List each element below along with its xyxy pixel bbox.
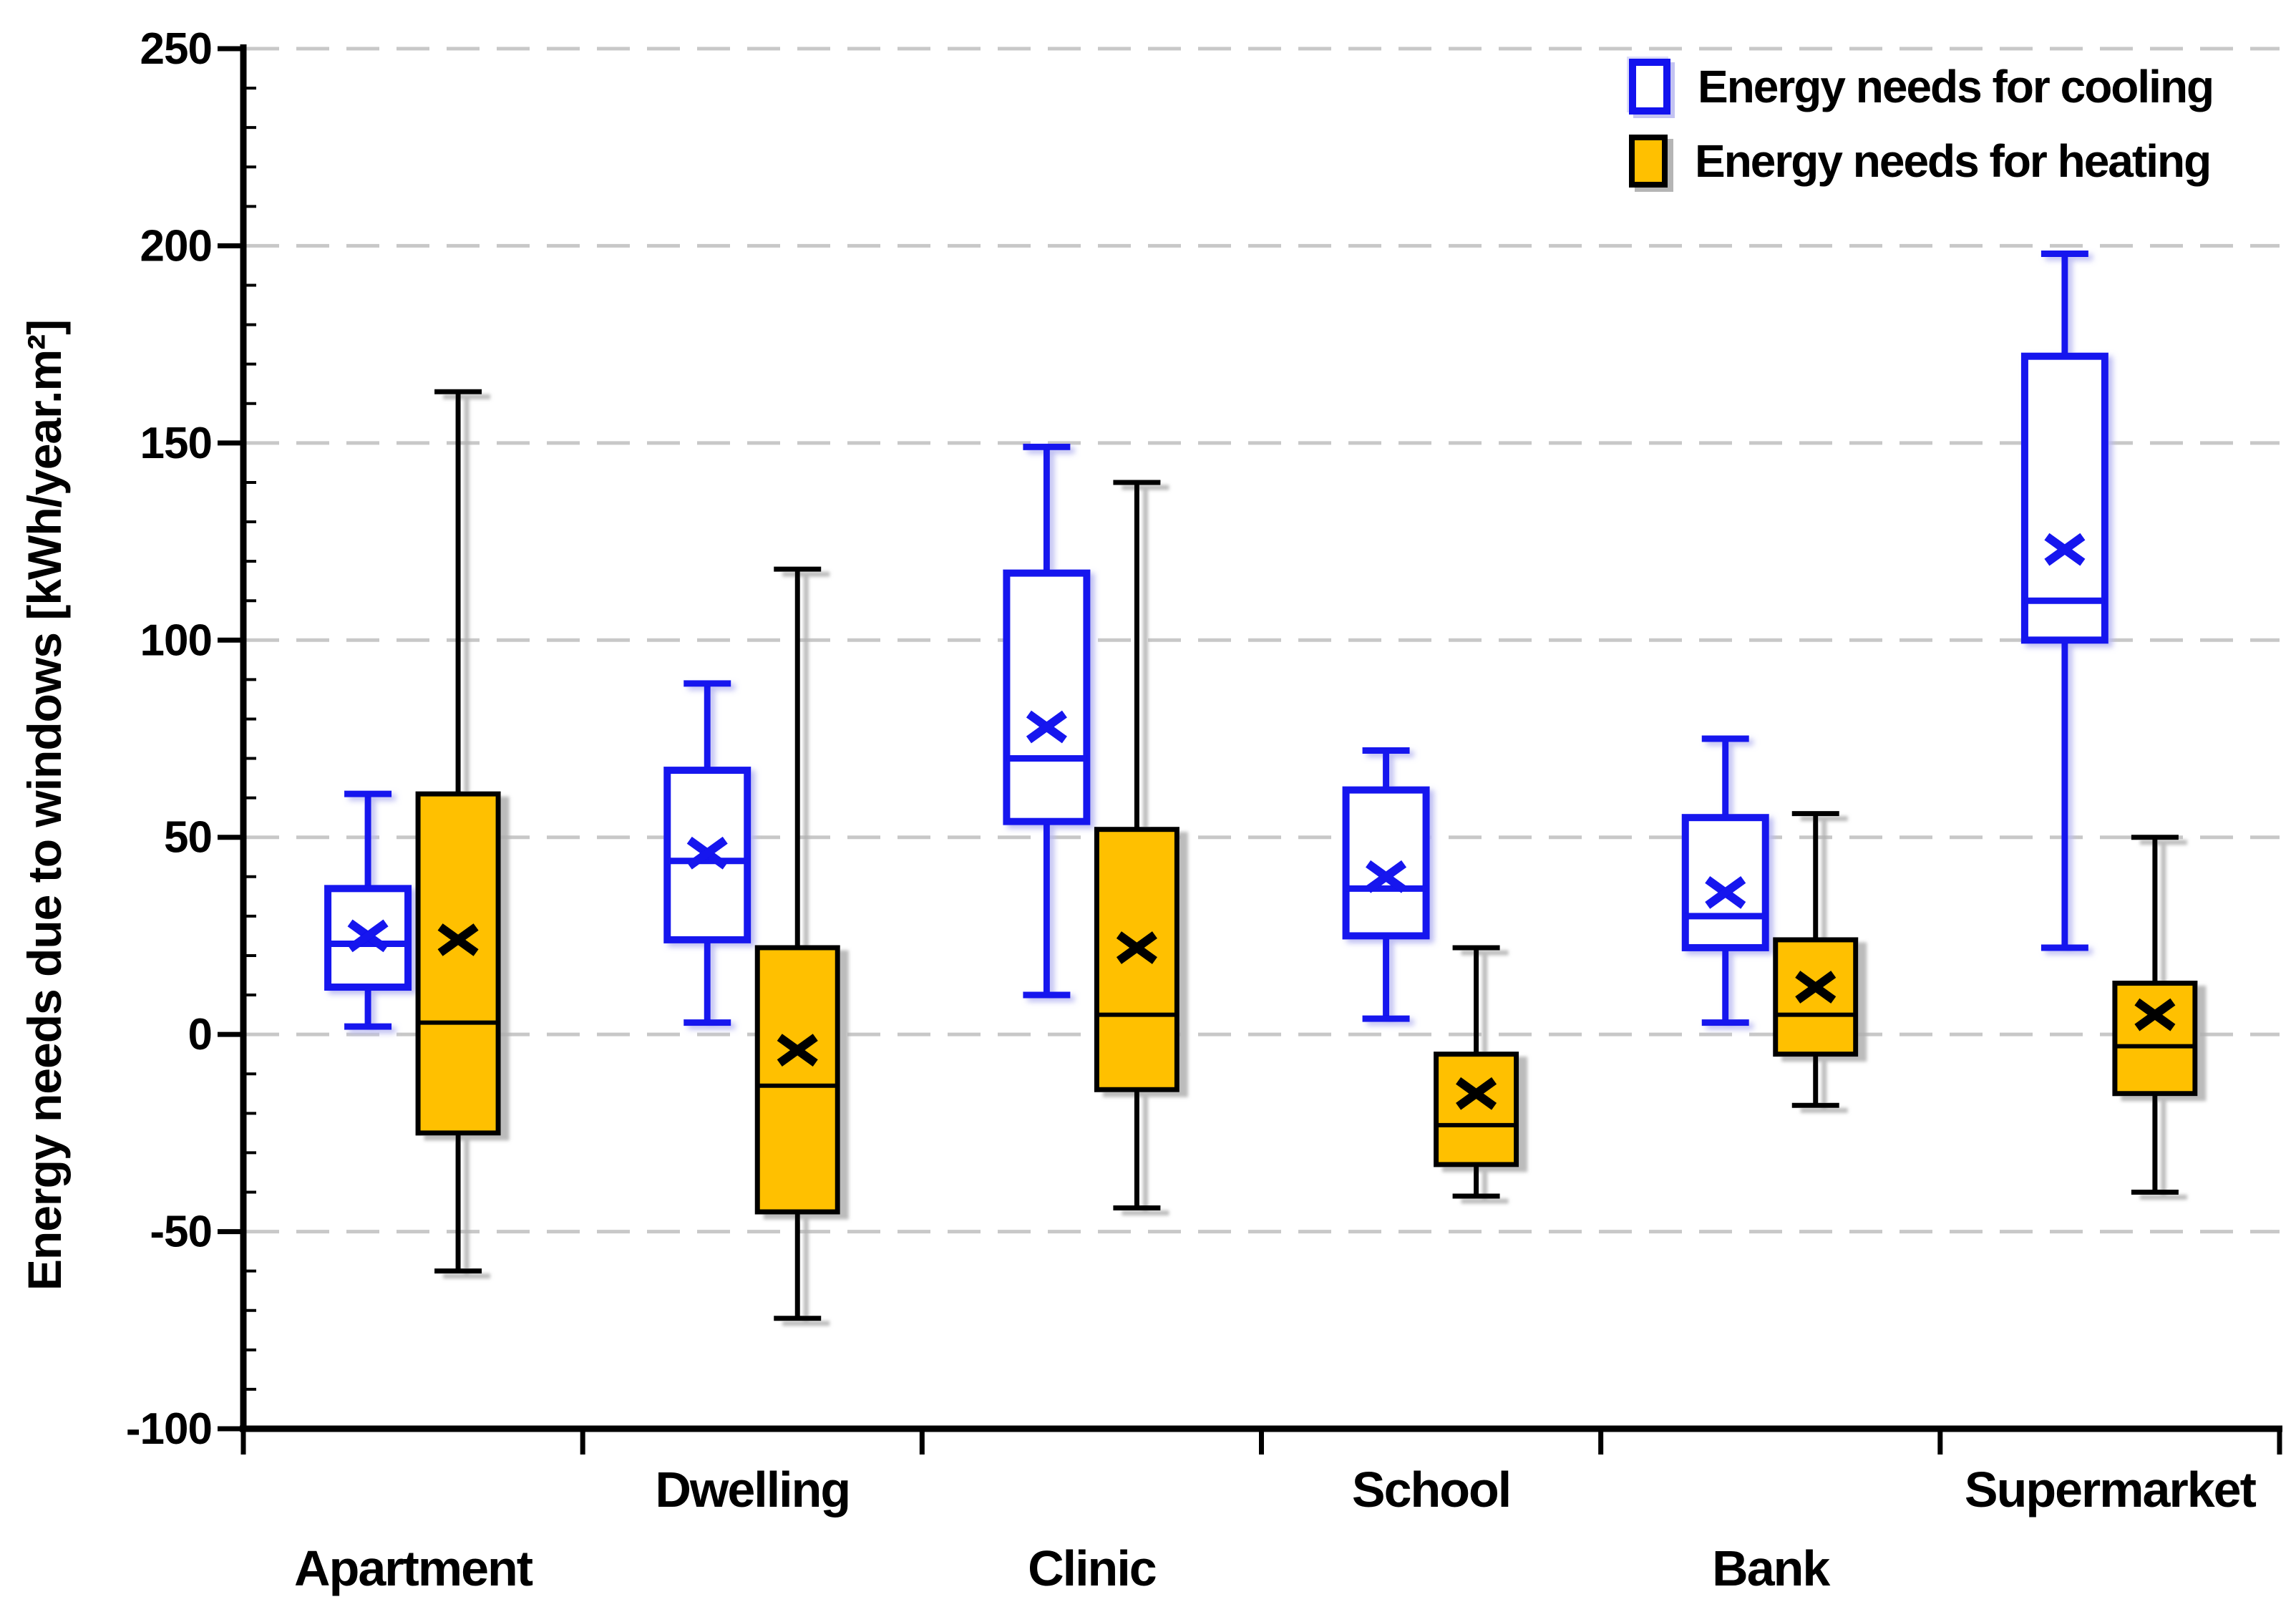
category-label-clinic: Clinic (1028, 1540, 1156, 1596)
heating-box-apartment (415, 389, 501, 1274)
y-tick-label-100: 100 (140, 616, 212, 665)
heating-box-clinic (1094, 480, 1179, 1211)
cooling-box-apartment (324, 790, 412, 1030)
legend-label-heating: Energy needs for heating (1695, 135, 2212, 187)
heating-swatch-icon (1629, 135, 1668, 188)
legend-item-cooling: Energy needs for cooling (1629, 59, 2214, 115)
category-label-school: School (1352, 1462, 1510, 1518)
category-label-supermarket: Supermarket (1965, 1462, 2257, 1518)
heating-box-dwelling (754, 566, 840, 1321)
category-label-bank: Bank (1712, 1540, 1830, 1596)
category-label-apartment: Apartment (294, 1540, 533, 1596)
heating-box-school (1434, 945, 1519, 1199)
y-tick-label--50: -50 (150, 1208, 212, 1257)
category-label-dwelling: Dwelling (655, 1462, 850, 1518)
heating-box-bank (1773, 811, 1859, 1108)
legend-label-cooling: Energy needs for cooling (1698, 61, 2214, 112)
cooling-box-school (1342, 747, 1430, 1022)
y-tick-label-250: 250 (140, 24, 212, 74)
y-tick-label-50: 50 (164, 813, 212, 863)
cooling-box-supermarket (2020, 250, 2108, 951)
y-axis-title: Energy needs due to windows [kWh/year.m²… (18, 319, 71, 1291)
heating-box-supermarket (2112, 835, 2198, 1195)
y-tick-label--100: -100 (126, 1404, 212, 1454)
y-tick-label-200: 200 (140, 221, 212, 271)
y-tick-label-0: 0 (188, 1010, 212, 1059)
legend-item-heating: Energy needs for heating (1629, 133, 2213, 189)
cooling-swatch-icon (1629, 59, 1670, 115)
cooling-box-clinic (1003, 443, 1091, 999)
cooling-box-bank (1681, 735, 1769, 1026)
y-tick-label-150: 150 (140, 419, 212, 468)
cooling-box-dwelling (663, 680, 751, 1026)
legend: Energy needs for cooling Energy needs fo… (1629, 59, 2214, 208)
